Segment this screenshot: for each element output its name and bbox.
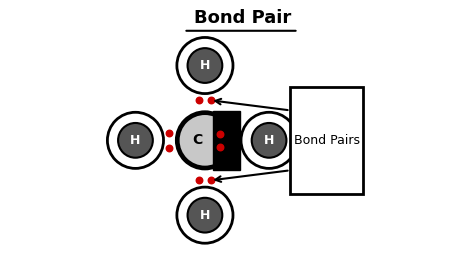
Circle shape (118, 123, 153, 158)
Point (207, 98, 215, 102)
Text: H: H (130, 134, 141, 147)
Circle shape (177, 187, 233, 243)
Point (195, 98, 203, 102)
Point (207, 178, 215, 183)
Text: Bond Pair: Bond Pair (194, 9, 291, 28)
Bar (291, 87, 363, 194)
Text: H: H (200, 59, 210, 72)
Circle shape (178, 114, 232, 167)
Circle shape (241, 112, 297, 168)
Point (195, 178, 203, 183)
Circle shape (177, 38, 233, 94)
Text: C: C (192, 133, 202, 147)
Circle shape (176, 112, 234, 169)
Circle shape (188, 48, 222, 83)
Circle shape (188, 198, 222, 232)
Text: H: H (200, 209, 210, 222)
Text: H: H (264, 134, 274, 147)
Circle shape (108, 112, 164, 168)
Point (216, 145, 223, 149)
Point (165, 131, 173, 135)
Circle shape (252, 123, 286, 158)
Bar (213, 111, 240, 170)
Point (216, 131, 223, 136)
Text: Bond Pairs: Bond Pairs (293, 134, 359, 147)
Point (165, 146, 173, 150)
